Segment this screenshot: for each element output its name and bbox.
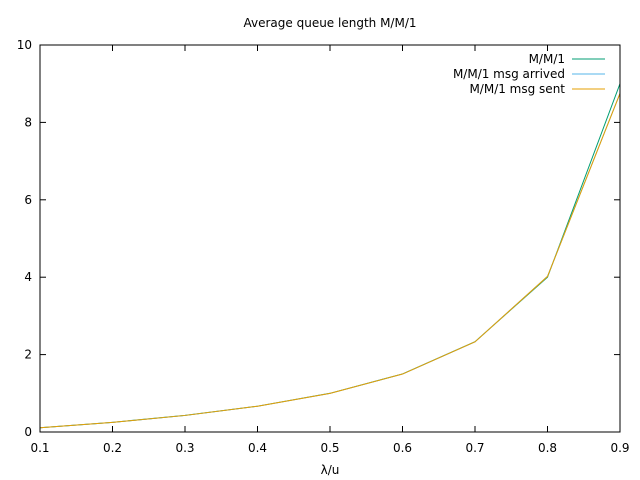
x-tick-label: 0.6 [393, 441, 412, 455]
y-tick-label: 2 [24, 348, 32, 362]
chart-title: Average queue length M/M/1 [244, 16, 417, 30]
y-tick-label: 10 [17, 38, 32, 52]
plot-lines [39, 83, 621, 429]
plot-frame [39, 44, 621, 433]
x-tick-label: 0.4 [248, 441, 267, 455]
y-tick-label: 0 [24, 425, 32, 439]
x-tick-label: 0.3 [175, 441, 194, 455]
y-tick-label: 8 [24, 115, 32, 129]
legend-label: M/M/1 msg sent [469, 82, 565, 96]
x-tick-label: 0.1 [30, 441, 49, 455]
x-tick-label: 0.9 [610, 441, 629, 455]
series-line-1 [39, 93, 621, 429]
y-tick-label: 4 [24, 270, 32, 284]
y-tick-label: 6 [24, 193, 32, 207]
x-tick-label: 0.2 [103, 441, 122, 455]
series-line-0 [39, 83, 621, 429]
legend-label: M/M/1 [529, 52, 565, 66]
legend-label: M/M/1 msg arrived [453, 67, 565, 81]
y-axis: 0 2 4 6 8 10 [17, 38, 620, 439]
series-line-2 [39, 93, 621, 429]
x-axis: 0.1 0.2 0.3 0.4 0.5 0.6 0.7 0.8 0.9 [30, 45, 630, 455]
x-tick-label: 0.5 [320, 441, 339, 455]
x-axis-label: λ/u [321, 463, 340, 477]
x-tick-label: 0.7 [465, 441, 484, 455]
x-tick-label: 0.8 [538, 441, 557, 455]
